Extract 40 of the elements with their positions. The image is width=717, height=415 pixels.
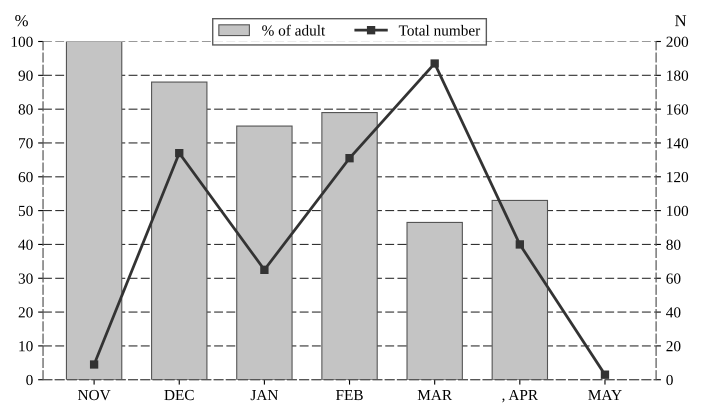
y2-tick-label: 200 bbox=[666, 36, 688, 47]
x-tick-label: DEC bbox=[164, 390, 194, 400]
y2-axis-title: N bbox=[675, 15, 686, 26]
x-tick-label: MAY bbox=[588, 390, 622, 400]
y-tick-label: 100 bbox=[12, 36, 33, 47]
x-tick-label: NOV bbox=[78, 390, 110, 400]
point bbox=[345, 154, 354, 162]
y-tick-label: 10 bbox=[19, 341, 33, 352]
y2-tick-label: 160 bbox=[667, 104, 688, 115]
y-tick-label: 90 bbox=[18, 70, 33, 81]
y2-tick-label: 120 bbox=[667, 172, 688, 182]
point bbox=[600, 370, 610, 379]
y2-tick-label: 180 bbox=[667, 70, 688, 81]
y-tick-label: 60 bbox=[18, 172, 33, 182]
point bbox=[516, 240, 524, 249]
x-tick-label: MAR bbox=[418, 390, 452, 400]
y-tick-label: 80 bbox=[18, 104, 33, 115]
y-tick-label: 40 bbox=[18, 240, 33, 250]
y-tick-label: 30 bbox=[18, 273, 33, 284]
y-tick-label: 70 bbox=[19, 138, 33, 148]
legend-label: Total number bbox=[398, 24, 480, 36]
y-tick-label: 50 bbox=[18, 206, 33, 216]
point bbox=[175, 148, 184, 158]
y2-tick-label: 0 bbox=[666, 374, 673, 386]
y-tick-label: 20 bbox=[18, 307, 33, 318]
legend-label: % of adult bbox=[262, 24, 326, 36]
y-tick-label: 0 bbox=[26, 374, 33, 386]
y-axis-title: % bbox=[15, 15, 28, 26]
x-tick-label: FEB bbox=[336, 390, 363, 400]
x-tick-label: , APR bbox=[502, 390, 538, 402]
y2-tick-label: 140 bbox=[667, 138, 688, 148]
y2-tick-label: 100 bbox=[667, 206, 688, 216]
point bbox=[260, 266, 269, 274]
x-tick-label: JAN bbox=[250, 390, 278, 400]
y2-tick-label: 40 bbox=[666, 307, 680, 318]
y2-tick-label: 20 bbox=[666, 341, 680, 352]
y2-tick-label: 80 bbox=[666, 240, 680, 250]
point bbox=[90, 360, 98, 369]
y2-tick-label: 60 bbox=[666, 273, 680, 284]
point bbox=[430, 59, 439, 68]
